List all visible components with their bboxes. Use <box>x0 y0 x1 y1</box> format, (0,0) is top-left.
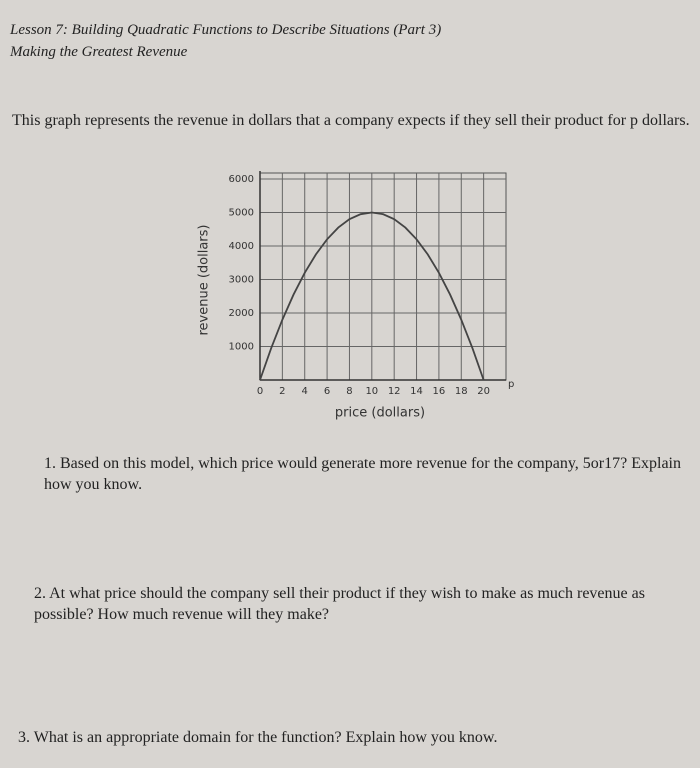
x-tick-label: 10 <box>365 386 378 397</box>
y-tick-label: 3000 <box>229 275 254 286</box>
y-tick-label: 2000 <box>229 308 254 319</box>
y-tick-label: 1000 <box>229 342 254 353</box>
x-tick-label: 16 <box>433 386 446 397</box>
lesson-title: Lesson 7: Building Quadratic Functions t… <box>10 22 442 38</box>
y-axis-label: revenue (dollars) <box>197 224 212 335</box>
x-tick-label: 2 <box>279 386 285 397</box>
y-tick-label: 4000 <box>229 241 254 252</box>
chart: price (dollars) revenue (dollars) 100020… <box>197 171 514 421</box>
x-tick-label: 14 <box>410 386 423 397</box>
y-tick-label: 5000 <box>229 208 254 219</box>
x-tick-label: 12 <box>388 386 401 397</box>
x-tick-label: 8 <box>346 386 352 397</box>
x-tick-label: 4 <box>302 386 308 397</box>
x-tick-label: 6 <box>324 386 330 397</box>
x-axis-label: price (dollars) <box>335 406 425 421</box>
x-tick-label: 20 <box>477 386 490 397</box>
question: 3. What is an appropriate domain for the… <box>18 729 498 746</box>
lesson-subtitle: Making the Greatest Revenue <box>10 44 188 60</box>
x-tick-label: 18 <box>455 386 468 397</box>
plot-area <box>259 172 507 381</box>
revenue-curve <box>259 211 485 381</box>
question: 2. At what price should the company sell… <box>34 585 645 623</box>
x-tick-label: 0 <box>257 386 263 397</box>
y-tick-label: 6000 <box>229 174 254 185</box>
x-axis-letter: p <box>508 379 514 390</box>
intro-text: This graph represents the revenue in dol… <box>12 112 690 129</box>
question: 1. Based on this model, which price woul… <box>44 455 681 493</box>
